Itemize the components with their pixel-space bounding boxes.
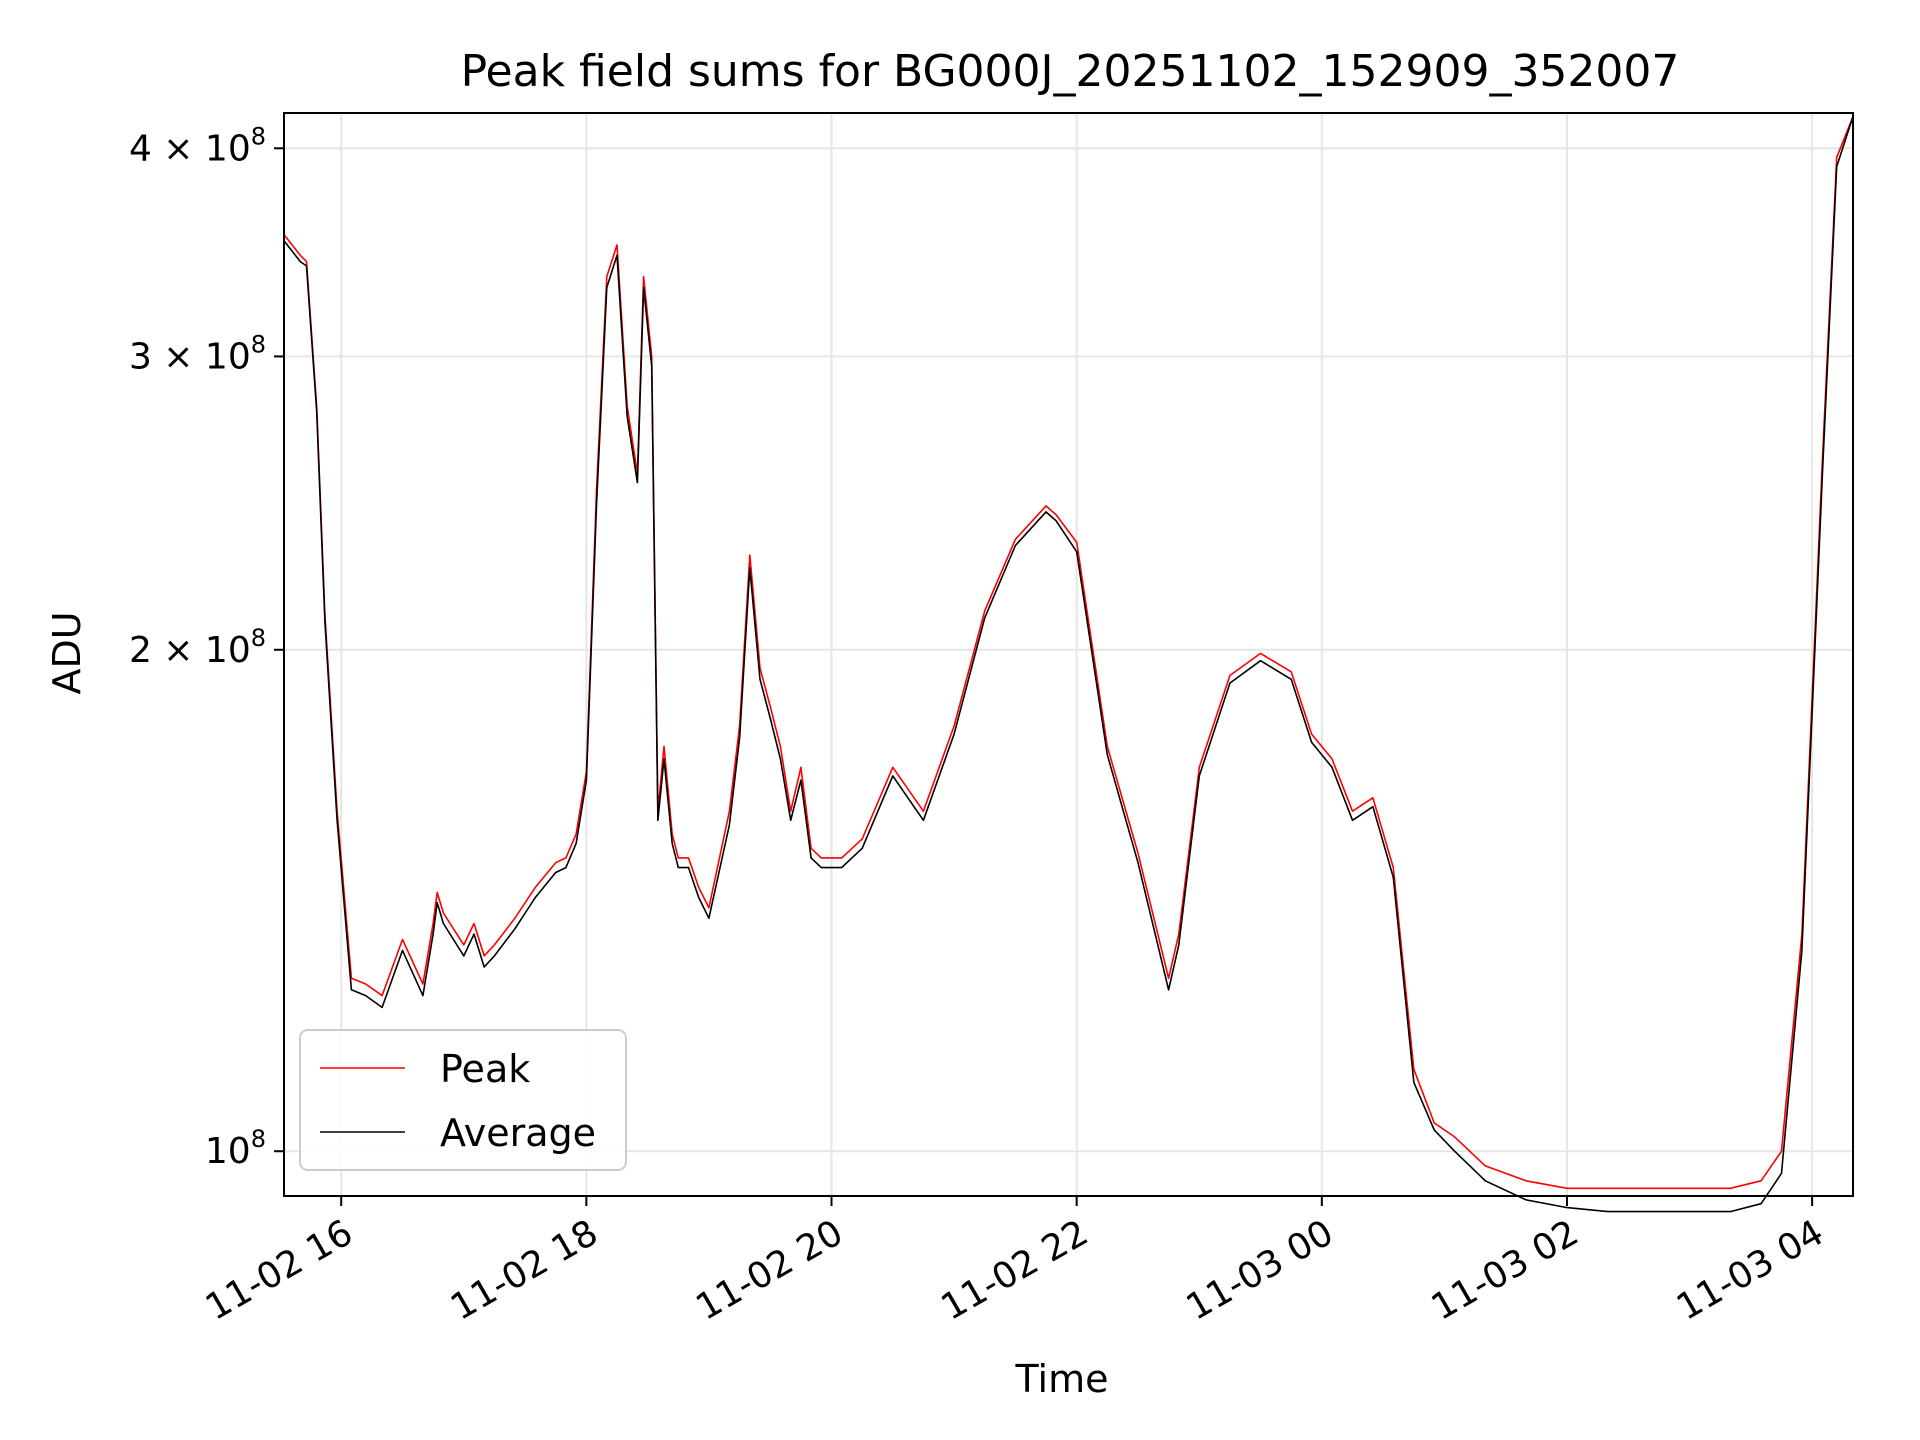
y-tick-label: 108 bbox=[205, 1125, 266, 1172]
x-tick-label: 11-02 22 bbox=[934, 1212, 1095, 1328]
y-axis-label: ADU bbox=[45, 611, 89, 694]
series-line-average bbox=[283, 116, 1854, 1213]
x-tick-label: 11-03 02 bbox=[1425, 1212, 1586, 1328]
y-tick-label: 4 × 108 bbox=[129, 122, 266, 169]
y-tick-label: 3 × 108 bbox=[129, 330, 266, 377]
x-axis-label: Time bbox=[1015, 1357, 1109, 1401]
series-line-peak bbox=[283, 116, 1854, 1190]
legend[interactable]: Peak Average bbox=[299, 1029, 627, 1171]
x-tick-label: 11-03 00 bbox=[1180, 1212, 1341, 1328]
x-tick-label: 11-02 16 bbox=[199, 1212, 360, 1328]
y-axis: 108 2 × 108 3 × 108 4 × 108 bbox=[129, 122, 284, 1172]
legend-label-peak: Peak bbox=[440, 1047, 530, 1091]
x-tick-label: 11-03 04 bbox=[1670, 1212, 1831, 1328]
grid bbox=[284, 113, 1853, 1196]
x-axis: 11-02 16 11-02 18 11-02 20 11-02 22 11-03 00… bbox=[199, 1196, 1831, 1329]
chart-title: Peak field sums for BG000J_20251102_1529… bbox=[461, 46, 1680, 97]
x-tick-label: 11-02 18 bbox=[444, 1212, 605, 1328]
y-tick-label: 2 × 108 bbox=[129, 624, 266, 671]
legend-box bbox=[299, 1029, 627, 1171]
legend-label-average: Average bbox=[440, 1111, 596, 1155]
series-layer bbox=[283, 116, 1854, 1213]
x-tick-label: 11-02 20 bbox=[689, 1212, 850, 1328]
plot-frame bbox=[283, 112, 1854, 1197]
